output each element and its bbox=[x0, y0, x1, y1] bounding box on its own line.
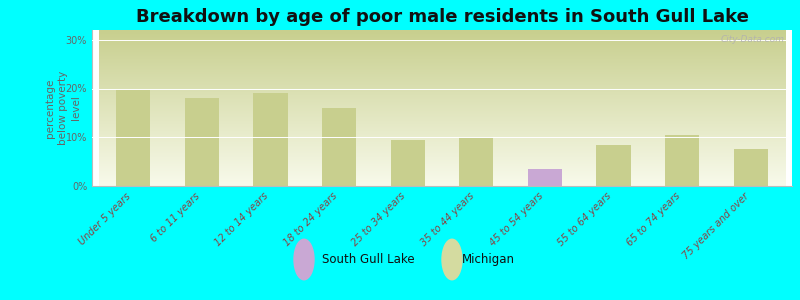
Text: City-Data.com: City-Data.com bbox=[721, 35, 785, 44]
Bar bbox=[116, 88, 150, 186]
Ellipse shape bbox=[442, 239, 462, 280]
Bar bbox=[459, 137, 494, 186]
Bar bbox=[528, 169, 562, 186]
Bar bbox=[665, 135, 699, 186]
Y-axis label: percentage
below poverty
level: percentage below poverty level bbox=[45, 71, 81, 145]
Text: Michigan: Michigan bbox=[462, 253, 514, 266]
Bar bbox=[254, 93, 287, 186]
Title: Breakdown by age of poor male residents in South Gull Lake: Breakdown by age of poor male residents … bbox=[135, 8, 749, 26]
Bar bbox=[322, 108, 356, 186]
Text: South Gull Lake: South Gull Lake bbox=[322, 253, 414, 266]
Bar bbox=[734, 149, 768, 186]
Ellipse shape bbox=[294, 239, 314, 280]
Bar bbox=[390, 140, 425, 186]
Bar bbox=[597, 145, 630, 186]
Bar bbox=[185, 98, 219, 186]
